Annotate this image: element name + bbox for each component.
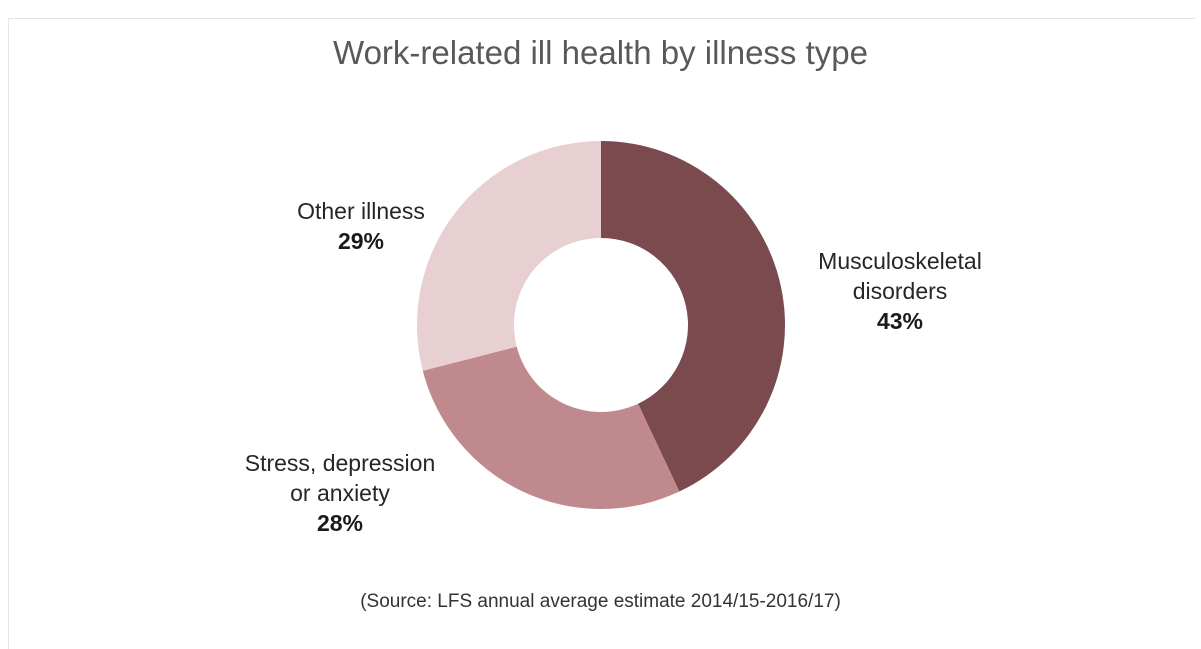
slice-percent: 29% bbox=[337, 228, 385, 254]
chart-source-note: (Source: LFS annual average estimate 201… bbox=[360, 591, 841, 612]
slice-name-line: disorders bbox=[852, 278, 948, 304]
slice-name-line: Stress, depression bbox=[244, 450, 436, 476]
slice-percent: 43% bbox=[876, 308, 924, 334]
slice-name-line: Musculoskeletal bbox=[818, 248, 982, 274]
slice-stress bbox=[422, 346, 680, 510]
slice-percent: 28% bbox=[316, 510, 364, 536]
slice-label-other: Other illness 29% bbox=[266, 196, 456, 256]
slice-name-line: or anxiety bbox=[290, 480, 390, 506]
slice-musculoskeletal bbox=[601, 141, 785, 492]
slice-label-stress: Stress, depression or anxiety 28% bbox=[210, 448, 470, 538]
slice-name-line: Other illness bbox=[297, 198, 425, 224]
slice-other bbox=[416, 141, 601, 371]
chart-frame bbox=[8, 18, 1195, 649]
slice-label-musculoskeletal: Musculoskeletal disorders 43% bbox=[790, 246, 1010, 336]
chart-title: Work-related ill health by illness type bbox=[333, 34, 868, 71]
